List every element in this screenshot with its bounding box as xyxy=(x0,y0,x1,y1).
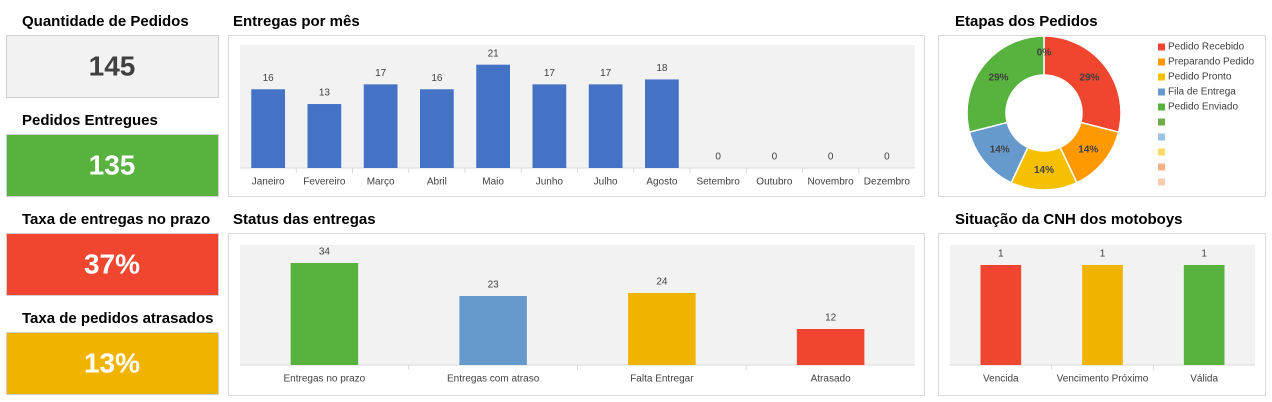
legend-swatch xyxy=(1158,163,1165,171)
bar xyxy=(645,79,679,168)
data-label: 0 xyxy=(715,152,721,163)
data-label: 17 xyxy=(600,68,612,79)
data-label: 12 xyxy=(825,313,837,324)
kpi-value: 135 xyxy=(89,149,136,180)
x-tick-label: Atrasado xyxy=(811,374,851,385)
data-label: 0 xyxy=(772,152,778,163)
bar xyxy=(290,263,359,365)
bar xyxy=(796,329,865,365)
data-label: 29% xyxy=(989,72,1009,83)
data-label: 14% xyxy=(1034,165,1054,176)
x-tick-label: Agosto xyxy=(646,177,678,188)
data-label: 16 xyxy=(431,73,443,84)
kpi-title: Taxa de entregas no prazo xyxy=(22,211,210,228)
data-label: 17 xyxy=(544,68,556,79)
x-tick-label: Fevereiro xyxy=(303,177,346,188)
bar xyxy=(476,64,510,168)
chart-title: Etapas dos Pedidos xyxy=(955,13,1098,30)
donut-slice xyxy=(966,35,1045,134)
x-tick-label: Julho xyxy=(594,177,618,188)
kpi-value: 37% xyxy=(84,248,140,279)
donut-slice xyxy=(1043,35,1122,134)
data-label: 16 xyxy=(263,73,275,84)
legend-swatch xyxy=(1158,178,1165,186)
legend-swatch xyxy=(1158,58,1165,66)
data-label: 21 xyxy=(488,48,500,59)
data-label: 1 xyxy=(1100,249,1106,260)
kpi-value: 13% xyxy=(84,347,140,378)
legend-swatch xyxy=(1158,148,1165,156)
legend-label: Pedido Pronto xyxy=(1168,72,1232,83)
x-tick-label: Junho xyxy=(536,177,564,188)
x-tick-label: Setembro xyxy=(696,177,740,188)
kpi-title: Quantidade de Pedidos xyxy=(22,13,189,30)
kpi-box xyxy=(6,134,219,197)
kpi-value: 145 xyxy=(89,50,136,81)
bar xyxy=(1183,265,1225,365)
data-label: 0% xyxy=(1037,48,1052,59)
x-tick-label: Março xyxy=(367,177,395,188)
plot-area xyxy=(240,45,915,168)
bar xyxy=(628,293,696,365)
bar xyxy=(1082,265,1123,365)
data-label: 17 xyxy=(375,68,387,79)
chart-title: Situação da CNH dos motoboys xyxy=(955,211,1183,228)
legend-swatch xyxy=(1158,43,1165,51)
kpi-box xyxy=(6,35,219,98)
bar xyxy=(980,265,1022,365)
kpi-box xyxy=(6,233,219,296)
x-tick-label: Dezembro xyxy=(864,177,911,188)
data-label: 1 xyxy=(1201,249,1207,260)
x-tick-label: Abril xyxy=(427,177,447,188)
legend-swatch xyxy=(1158,88,1165,96)
chart-title: Entregas por mês xyxy=(233,13,360,30)
chart-title: Status das entregas xyxy=(233,211,376,228)
x-tick-label: Outubro xyxy=(756,177,793,188)
bar xyxy=(420,89,454,168)
legend-label: Pedido Enviado xyxy=(1168,102,1238,113)
kpi-title: Pedidos Entregues xyxy=(22,112,158,129)
data-label: 14% xyxy=(990,144,1010,155)
legend-label: Pedido Recebido xyxy=(1168,42,1245,53)
bar xyxy=(588,84,623,168)
data-label: 13 xyxy=(319,88,331,99)
x-tick-label: Vencimento Próximo xyxy=(1057,374,1149,385)
x-tick-label: Falta Entregar xyxy=(630,374,694,385)
x-tick-label: Novembro xyxy=(808,177,855,188)
bar xyxy=(532,84,567,168)
data-label: 34 xyxy=(319,247,331,258)
x-tick-label: Entregas no prazo xyxy=(284,374,366,385)
bar xyxy=(363,84,398,168)
data-label: 24 xyxy=(656,277,668,288)
bar xyxy=(251,89,285,168)
data-label: 29% xyxy=(1079,72,1099,83)
data-label: 1 xyxy=(998,249,1004,260)
legend-label: Fila de Entrega xyxy=(1168,87,1236,98)
legend-label: Preparando Pedido xyxy=(1168,57,1255,68)
x-tick-label: Janeiro xyxy=(252,177,285,188)
data-label: 18 xyxy=(656,63,668,74)
data-label: 23 xyxy=(488,280,500,291)
x-tick-label: Vencida xyxy=(983,374,1019,385)
x-tick-label: Maio xyxy=(482,177,504,188)
legend-swatch xyxy=(1158,133,1165,141)
bar xyxy=(459,296,527,365)
legend-swatch xyxy=(1158,73,1165,81)
bar xyxy=(307,104,342,168)
legend-swatch xyxy=(1158,118,1165,126)
data-label: 14% xyxy=(1078,144,1098,155)
kpi-title: Taxa de pedidos atrasados xyxy=(22,310,213,327)
kpi-box xyxy=(6,332,219,395)
data-label: 0 xyxy=(828,152,834,163)
x-tick-label: Válida xyxy=(1190,374,1218,385)
legend-swatch xyxy=(1158,103,1165,111)
x-tick-label: Entregas com atraso xyxy=(447,374,540,385)
data-label: 0 xyxy=(884,152,890,163)
